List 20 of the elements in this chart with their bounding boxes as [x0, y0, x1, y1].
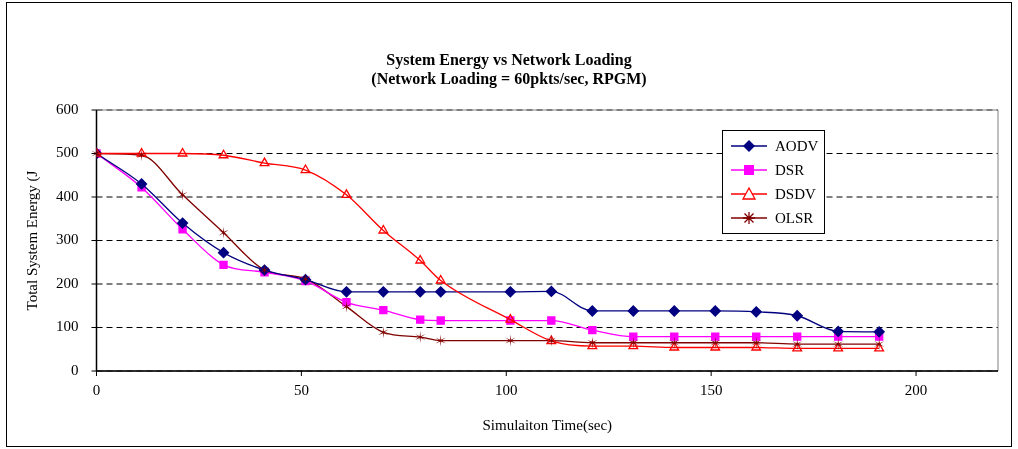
legend-label: DSR	[775, 161, 805, 179]
chart-title: System Energy vs Network Loading	[385, 50, 633, 69]
x-tick-label: 200	[904, 381, 928, 398]
chart-subtitle: (Network Loading = 60pkts/sec, RPGM)	[370, 69, 648, 88]
y-tick-label: 400	[56, 187, 79, 204]
legend-label: AODV	[775, 137, 819, 155]
legend-label: DSDV	[775, 185, 816, 203]
x-tick-label: 50	[293, 381, 309, 398]
legend-label: OLSR	[775, 209, 814, 227]
y-axis-title: Total System Energy (J	[23, 170, 41, 311]
y-tick-label: 200	[56, 274, 79, 291]
y-tick-label: 500	[56, 144, 79, 161]
x-tick-label: 0	[92, 381, 101, 398]
x-tick-label: 100	[495, 381, 518, 398]
y-tick-label: 600	[56, 100, 79, 117]
y-tick-label: 100	[56, 318, 79, 335]
y-tick-label: 0	[71, 361, 79, 378]
x-tick-label: 150	[699, 381, 723, 398]
x-axis-title: Simulaiton Time(sec)	[482, 416, 613, 434]
y-tick-label: 300	[56, 231, 79, 248]
